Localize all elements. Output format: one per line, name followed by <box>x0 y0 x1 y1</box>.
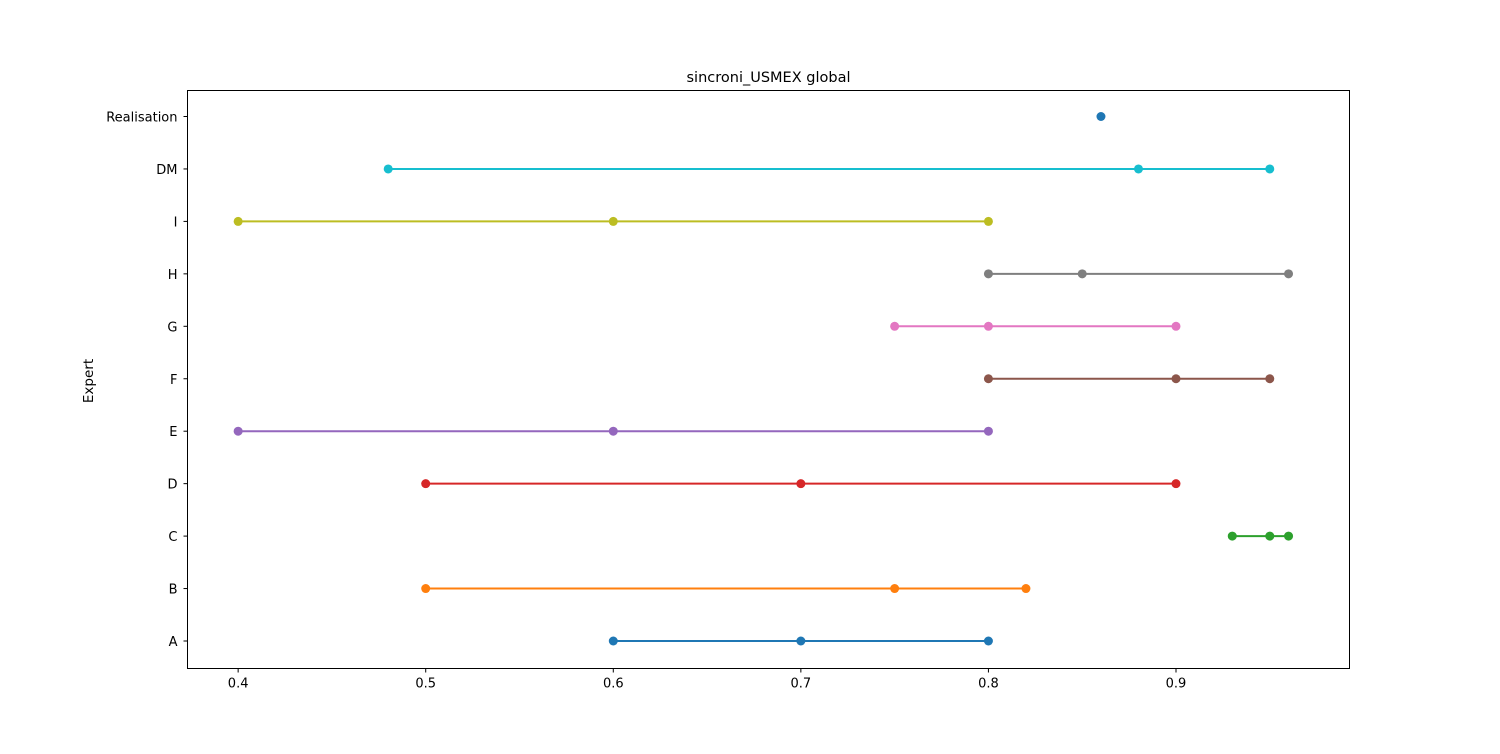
data-point-i <box>983 216 993 226</box>
x-tick-label: 0.6 <box>603 677 624 692</box>
series-realisation <box>1096 112 1106 121</box>
data-point-c <box>1265 531 1275 541</box>
data-point-e <box>608 426 618 436</box>
data-point-dm <box>383 164 393 174</box>
data-point-dm <box>1133 164 1143 174</box>
data-point-g <box>890 321 900 331</box>
series-e <box>233 426 993 436</box>
axis-ticks: 0.4 0.5 0.6 0.7 0.8 0.9 A B C D E F G H I DM Realisation <box>106 111 1186 692</box>
plot-frame <box>187 90 1350 669</box>
y-tick-label-dm: DM <box>156 163 177 178</box>
series-g <box>890 321 1181 331</box>
series-h <box>983 269 1294 279</box>
y-tick-label-g: G <box>167 320 177 335</box>
data-point-h <box>1284 269 1294 279</box>
data-point-e <box>983 426 993 436</box>
data-point-i <box>608 216 618 226</box>
series-b <box>421 584 1031 594</box>
y-tick-label-realisation: Realisation <box>106 111 177 126</box>
data-point-d <box>796 479 806 489</box>
x-tick-label: 0.9 <box>1166 677 1187 692</box>
data-point-realisation <box>1096 112 1106 121</box>
data-point-c <box>1284 531 1294 541</box>
series-f <box>983 374 1275 384</box>
y-axis-label: Expert <box>81 359 97 403</box>
data-point-dm <box>1265 164 1275 174</box>
x-tick-label: 0.8 <box>978 677 999 692</box>
x-tick-label: 0.7 <box>791 677 812 692</box>
data-point-f <box>1171 374 1181 384</box>
x-tick-label: 0.4 <box>228 677 249 692</box>
y-tick-label-e: E <box>169 425 177 440</box>
data-point-c <box>1227 531 1237 541</box>
data-point-d <box>1171 479 1181 489</box>
data-point-h <box>1077 269 1087 279</box>
series-dm <box>383 164 1275 174</box>
series-c <box>1227 531 1294 541</box>
x-tick-label: 0.5 <box>415 677 436 692</box>
y-tick-label-f: F <box>170 373 177 388</box>
series-a <box>608 636 993 646</box>
data-point-e <box>233 426 243 436</box>
data-point-d <box>421 479 431 489</box>
data-point-g <box>983 321 993 331</box>
data-point-i <box>233 216 243 226</box>
data-point-f <box>1265 374 1275 384</box>
y-tick-label-b: B <box>169 583 178 598</box>
data-point-a <box>796 636 806 646</box>
data-point-f <box>983 374 993 384</box>
y-tick-label-i: I <box>174 215 178 230</box>
data-point-g <box>1171 321 1181 331</box>
series-i <box>233 216 993 226</box>
plot-series <box>233 112 1294 646</box>
data-point-a <box>983 636 993 646</box>
data-point-b <box>421 584 431 594</box>
data-point-b <box>890 584 900 594</box>
y-tick-label-a: A <box>169 635 178 650</box>
y-tick-label-h: H <box>168 268 178 283</box>
chart-title: sincroni_USMEX global <box>687 70 851 86</box>
data-point-b <box>1021 584 1031 594</box>
data-point-h <box>983 269 993 279</box>
y-tick-label-d: D <box>167 478 177 493</box>
series-d <box>421 479 1181 489</box>
y-tick-label-c: C <box>168 530 177 545</box>
data-point-a <box>608 636 618 646</box>
